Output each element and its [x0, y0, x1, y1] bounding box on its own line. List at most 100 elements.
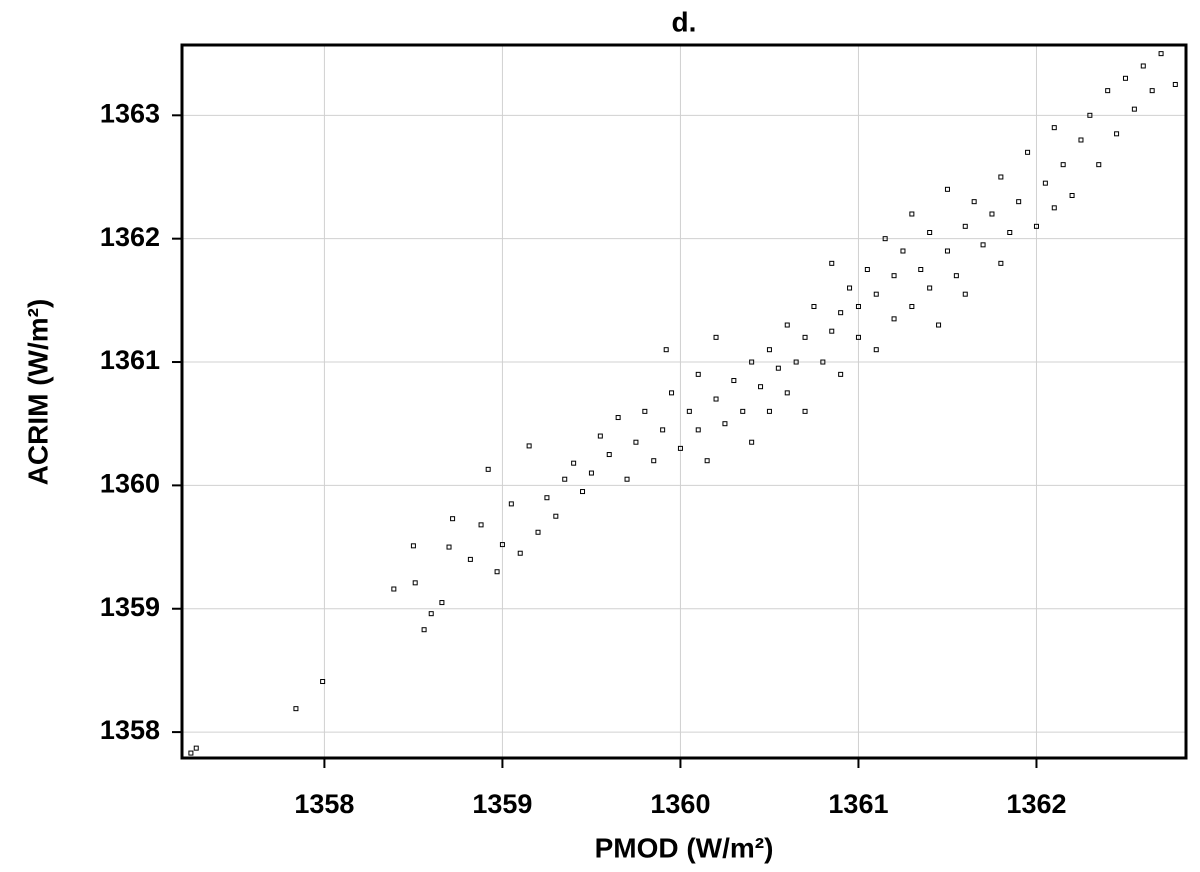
point [695, 427, 701, 433]
point [927, 285, 933, 291]
point [391, 586, 397, 592]
point [847, 285, 853, 291]
point [713, 396, 719, 402]
point [669, 390, 675, 396]
point [439, 600, 445, 606]
point [829, 260, 835, 266]
point [446, 544, 452, 550]
point [873, 347, 879, 353]
plot-frame [180, 43, 1188, 760]
point [936, 322, 942, 328]
point [918, 267, 924, 273]
point [188, 750, 194, 756]
point [1042, 180, 1048, 186]
point [1158, 51, 1164, 57]
point [704, 458, 710, 464]
point [891, 273, 897, 279]
point [1060, 162, 1066, 168]
point [478, 522, 484, 528]
point [944, 186, 950, 192]
point [749, 439, 755, 445]
point [766, 347, 772, 353]
point [1172, 81, 1178, 87]
point [293, 706, 299, 712]
point [428, 611, 434, 617]
point [485, 466, 491, 472]
point [562, 476, 568, 482]
y-axis-label: ACRIM (W/m²) [22, 299, 53, 486]
point [410, 543, 416, 549]
x-tick-label: 1362 [1006, 789, 1066, 819]
point [722, 421, 728, 427]
point [953, 273, 959, 279]
point [873, 291, 879, 297]
point [1007, 230, 1013, 236]
point [606, 452, 612, 458]
point [695, 371, 701, 377]
point [740, 408, 746, 414]
y-tick-label: 1359 [100, 592, 160, 622]
point [1149, 88, 1155, 94]
point [499, 542, 505, 548]
point [820, 359, 826, 365]
point [1069, 192, 1075, 198]
point [838, 371, 844, 377]
point [1051, 205, 1057, 211]
point [811, 304, 817, 310]
point [838, 310, 844, 316]
point [1105, 88, 1111, 94]
point [320, 679, 326, 685]
point [766, 408, 772, 414]
y-tick-label: 1360 [100, 469, 160, 499]
y-tick-label: 1358 [100, 715, 160, 745]
point [962, 223, 968, 229]
x-tick-label: 1361 [828, 789, 888, 819]
point [998, 174, 1004, 180]
point [193, 745, 199, 751]
point [758, 384, 764, 390]
point [962, 291, 968, 297]
point [731, 378, 737, 384]
point [1122, 75, 1128, 81]
point [998, 260, 1004, 266]
point [553, 513, 559, 519]
point [971, 199, 977, 205]
point [686, 408, 692, 414]
point [450, 516, 456, 522]
x-tick-label: 1358 [294, 789, 354, 819]
y-tick-label: 1361 [100, 345, 160, 375]
y-tick-label: 1363 [100, 98, 160, 128]
point [1016, 199, 1022, 205]
point [793, 359, 799, 365]
point [909, 211, 915, 217]
point [1096, 162, 1102, 168]
point [1025, 149, 1031, 155]
point [784, 390, 790, 396]
point [544, 495, 550, 501]
point [651, 458, 657, 464]
point [909, 304, 915, 310]
point [535, 529, 541, 535]
x-tick-label: 1360 [650, 789, 710, 819]
x-tick-label: 1359 [472, 789, 532, 819]
point [494, 569, 500, 575]
point [467, 556, 473, 562]
point [1087, 112, 1093, 118]
point [775, 365, 781, 371]
point [864, 267, 870, 273]
point [526, 443, 532, 449]
point [927, 230, 933, 236]
point [1051, 125, 1057, 131]
point [677, 445, 683, 451]
point [1078, 137, 1084, 143]
point [713, 334, 719, 340]
point [1033, 223, 1039, 229]
point [615, 415, 621, 421]
point [663, 347, 669, 353]
point [421, 627, 427, 633]
point [829, 328, 835, 334]
point [571, 460, 577, 466]
point [855, 304, 861, 310]
point [508, 501, 514, 507]
